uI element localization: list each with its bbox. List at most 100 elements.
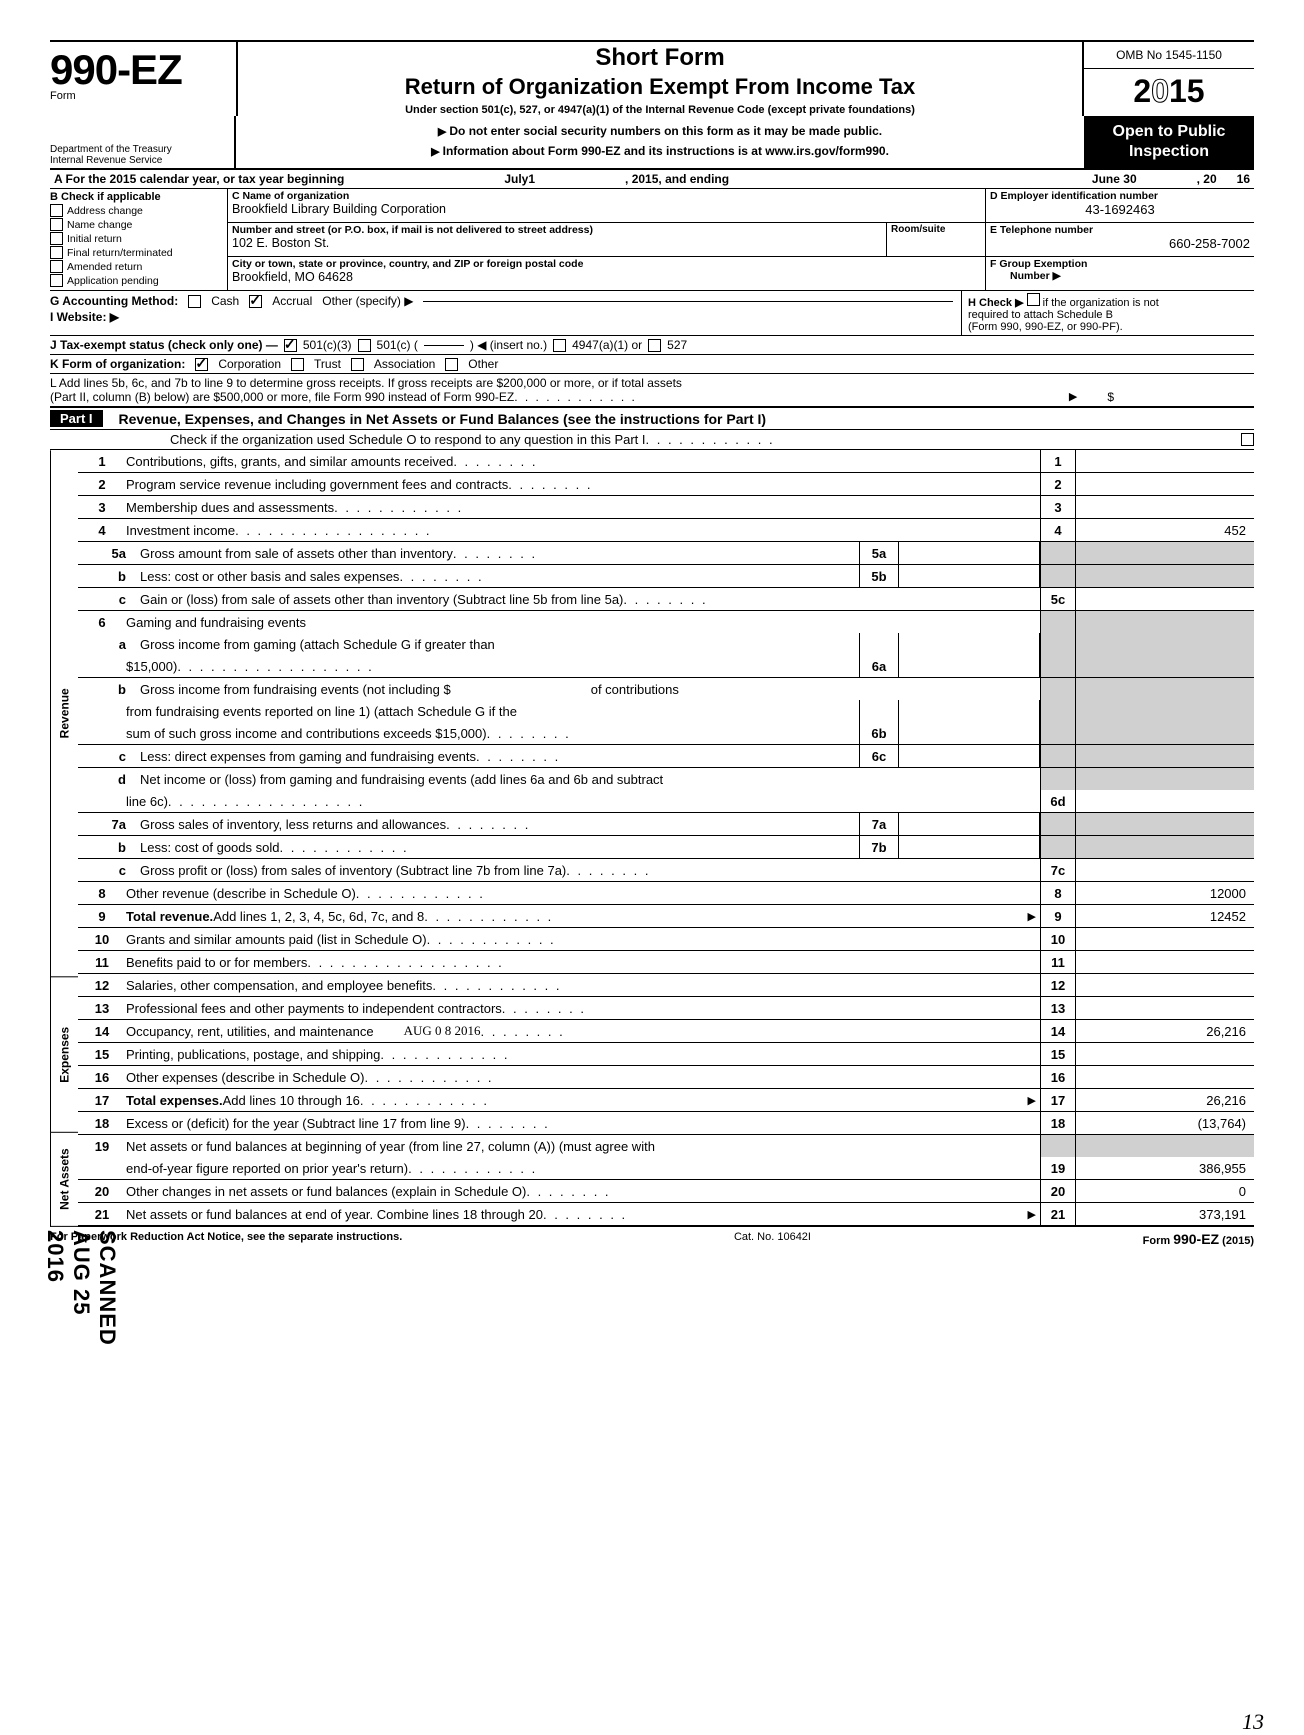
k-assoc: Association (374, 357, 435, 371)
col-b: B Check if applicable Address change Nam… (50, 189, 228, 290)
line-10: 10 Grants and similar amounts paid (list… (78, 928, 1254, 951)
room-suite: Room/suite (886, 223, 985, 256)
line-7a: 7a Gross sales of inventory, less return… (78, 813, 1254, 836)
line-1: 1 Contributions, gifts, grants, and simi… (78, 450, 1254, 473)
info-notice: ▶ Information about Form 990-EZ and its … (240, 144, 1080, 158)
part1-title: Revenue, Expenses, and Changes in Net As… (119, 411, 767, 427)
line-13: 13 Professional fees and other payments … (78, 997, 1254, 1020)
line-5b: b Less: cost or other basis and sales ex… (78, 565, 1254, 588)
check-501c3[interactable] (284, 339, 297, 352)
col-gi: G Accounting Method: Cash Accrual Other … (50, 291, 961, 335)
check-initial-return[interactable]: Initial return (50, 232, 225, 245)
line-17: 17 Total expenses. Add lines 10 through … (78, 1089, 1254, 1112)
line-a-start: July1 (504, 172, 535, 186)
d-value: 43-1692463 (990, 202, 1250, 217)
line-a: A For the 2015 calendar year, or tax yea… (50, 170, 1254, 189)
line-18: 18 Excess or (deficit) for the year (Sub… (78, 1112, 1254, 1135)
street-label: Number and street (or P.O. box, if mail … (232, 224, 882, 236)
org-name-cell: C Name of organization Brookfield Librar… (228, 189, 986, 222)
i-label: I Website: ▶ (50, 310, 119, 324)
check-trust[interactable] (291, 358, 304, 371)
line-6c: c Less: direct expenses from gaming and … (78, 745, 1254, 768)
line-19b: end-of-year figure reported on prior yea… (78, 1157, 1254, 1180)
scanned-stamp: SCANNED AUG 25 2016 (42, 1230, 120, 1346)
check-h[interactable] (1027, 293, 1040, 306)
k-trust: Trust (314, 357, 341, 371)
row-j: J Tax-exempt status (check only one) — 5… (50, 336, 1254, 355)
open-public-2: Inspection (1084, 142, 1254, 162)
short-form-title: Short Form (242, 44, 1078, 72)
notices-cell: ▶ Do not enter social security numbers o… (236, 116, 1084, 168)
footer: For Paperwork Reduction Act Notice, see … (50, 1227, 1254, 1247)
check-final-return[interactable]: Final return/terminated (50, 246, 225, 259)
city-label: City or town, state or province, country… (232, 258, 981, 270)
section-bcdef: B Check if applicable Address change Nam… (50, 189, 1254, 291)
part1-label: Part I (50, 410, 103, 427)
check-amended-return[interactable]: Amended return (50, 260, 225, 273)
check-527[interactable] (648, 339, 661, 352)
f-label2: Number ▶ (990, 270, 1250, 282)
open-to-public: Open to Public Inspection (1084, 116, 1254, 168)
line-7c: c Gross profit or (loss) from sales of i… (78, 859, 1254, 882)
line-2: 2 Program service revenue including gove… (78, 473, 1254, 496)
j-label: J Tax-exempt status (check only one) — (50, 338, 278, 352)
line-6d-2: line 6c) 6d (78, 790, 1254, 813)
omb-number: OMB No 1545-1150 (1084, 42, 1254, 69)
line-a-prefix: A For the 2015 calendar year, or tax yea… (54, 172, 344, 186)
footer-mid: Cat. No. 10642I (734, 1231, 811, 1247)
footer-right: Form 990-EZ (2015) (1143, 1231, 1254, 1247)
f-label: F Group Exemption (990, 258, 1250, 270)
side-net-assets: Net Assets (50, 1133, 78, 1227)
check-application-pending[interactable]: Application pending (50, 274, 225, 287)
l-dollar: $ (1107, 390, 1114, 404)
line-6b-2: from fundraising events reported on line… (78, 700, 1254, 722)
check-name-change[interactable]: Name change (50, 218, 225, 231)
line-6a-1: a Gross income from gaming (attach Sched… (78, 633, 1254, 655)
line-12: 12 Salaries, other compensation, and emp… (78, 974, 1254, 997)
d-label: D Employer identification number (990, 190, 1250, 202)
check-association[interactable] (351, 358, 364, 371)
city-value: Brookfield, MO 64628 (232, 270, 981, 284)
sched-o-text: Check if the organization used Schedule … (170, 432, 646, 447)
h-line2: required to attach Schedule B (968, 309, 1248, 321)
part1-header: Part I Revenue, Expenses, and Changes in… (50, 408, 1254, 430)
g-accrual: Accrual (272, 294, 312, 308)
line-6d-1: d Net income or (loss) from gaming and f… (78, 768, 1254, 790)
line-7b: b Less: cost of goods sold 7b (78, 836, 1254, 859)
line-16: 16 Other expenses (describe in Schedule … (78, 1066, 1254, 1089)
e-label: E Telephone number (990, 224, 1250, 236)
schedule-o-row: Check if the organization used Schedule … (50, 430, 1254, 450)
k-label: K Form of organization: (50, 357, 185, 371)
form-number-cell: Form 990-EZ (50, 42, 238, 116)
side-revenue: Revenue (50, 450, 78, 977)
line-4: 4 Investment income 4452 (78, 519, 1254, 542)
l-text2: (Part II, column (B) below) are $500,000… (50, 390, 514, 404)
check-other-org[interactable] (445, 358, 458, 371)
check-corporation[interactable] (195, 358, 208, 371)
check-cash[interactable] (188, 295, 201, 308)
col-h: H Check ▶ if the organization is not req… (961, 291, 1254, 335)
c-label: C Name of organization (232, 190, 981, 202)
form-990ez: Form 990-EZ Short Form Return of Organiz… (50, 40, 1254, 1247)
line-11: 11 Benefits paid to or for members 11 (78, 951, 1254, 974)
check-4947[interactable] (553, 339, 566, 352)
under-section: Under section 501(c), 527, or 4947(a)(1)… (242, 104, 1078, 116)
h-line3: (Form 990, 990-EZ, or 990-PF). (968, 321, 1248, 333)
tax-year: 2015 (1084, 69, 1254, 114)
j-insert: ) ◀ (insert no.) (470, 338, 547, 352)
line-14: 14 Occupancy, rent, utilities, and maint… (78, 1020, 1254, 1043)
dept-line-2: Internal Revenue Service (50, 155, 230, 166)
check-501c[interactable] (358, 339, 371, 352)
line-15: 15 Printing, publications, postage, and … (78, 1043, 1254, 1066)
check-schedule-o[interactable] (1241, 433, 1254, 446)
main-body: SCANNED AUG 25 2016 Revenue Expenses Net… (50, 450, 1254, 1227)
line-9: 9 Total revenue. Total revenue. Add line… (78, 905, 1254, 928)
row-l: L Add lines 5b, 6c, and 7b to line 9 to … (50, 374, 1254, 408)
check-address-change[interactable]: Address change (50, 204, 225, 217)
j-4947: 4947(a)(1) or (572, 338, 642, 352)
ssn-notice: ▶ Do not enter social security numbers o… (240, 124, 1080, 138)
k-other: Other (468, 357, 498, 371)
e-value: 660-258-7002 (990, 236, 1250, 251)
check-accrual[interactable] (249, 295, 262, 308)
omb-year-cell: OMB No 1545-1150 2015 (1082, 42, 1254, 116)
